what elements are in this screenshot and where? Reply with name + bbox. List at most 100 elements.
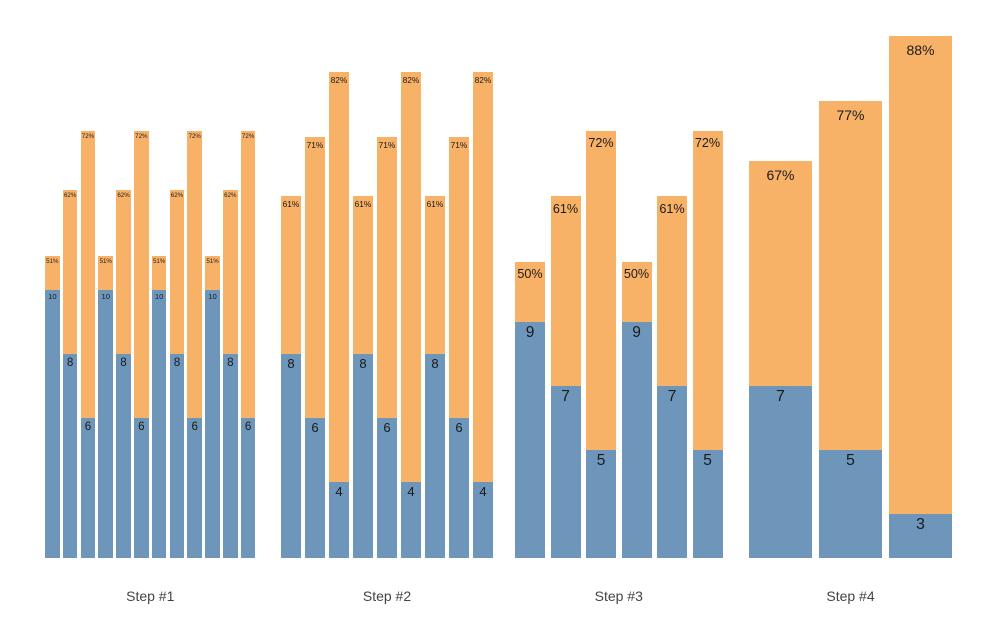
value-label: 10 bbox=[48, 292, 57, 301]
stacked-bar: 62% 8 bbox=[169, 190, 185, 558]
stacked-bar: 82% 4 bbox=[473, 71, 493, 558]
value-label: 9 bbox=[632, 324, 641, 341]
base-segment bbox=[819, 450, 882, 558]
pct-label: 51% bbox=[206, 257, 219, 265]
pct-label: 82% bbox=[330, 74, 348, 85]
pct-label: 82% bbox=[402, 74, 420, 85]
value-label: 5 bbox=[596, 452, 606, 469]
base-segment bbox=[377, 418, 397, 558]
base-segment bbox=[515, 322, 545, 558]
pct-label: 82% bbox=[474, 74, 492, 85]
pct-label: 62% bbox=[63, 192, 77, 200]
base-segment bbox=[305, 418, 325, 558]
base-segment bbox=[169, 354, 185, 558]
base-segment bbox=[657, 386, 687, 558]
value-label: 3 bbox=[916, 516, 925, 533]
pct-label: 72% bbox=[694, 136, 721, 151]
base-segment bbox=[401, 482, 421, 558]
base-segment bbox=[62, 354, 78, 558]
value-label: 8 bbox=[227, 356, 234, 369]
base-segment bbox=[205, 290, 220, 558]
stacked-bar: 51% 10 bbox=[45, 255, 60, 558]
value-label: 4 bbox=[407, 484, 415, 499]
base-segment bbox=[151, 290, 167, 558]
pct-label: 61% bbox=[282, 199, 300, 210]
base-segment bbox=[223, 354, 238, 558]
pct-label: 71% bbox=[450, 140, 468, 151]
stacked-bar: 72% 6 bbox=[134, 131, 149, 558]
value-label: 8 bbox=[359, 356, 367, 371]
base-segment bbox=[45, 290, 60, 558]
value-label: 4 bbox=[335, 484, 343, 499]
base-segment bbox=[473, 482, 493, 558]
value-label: 6 bbox=[383, 420, 391, 435]
stacked-bar: 50% 9 bbox=[621, 261, 652, 558]
group-label: Step #1 bbox=[126, 588, 175, 604]
pct-label: 51% bbox=[99, 257, 112, 265]
stacked-bar: 61% 7 bbox=[550, 196, 581, 558]
base-segment bbox=[425, 354, 445, 558]
value-label: 4 bbox=[479, 484, 487, 499]
pct-label: 62% bbox=[224, 192, 237, 200]
stacked-bar: 61% 7 bbox=[657, 196, 687, 558]
value-label: 8 bbox=[173, 356, 181, 369]
base-segment bbox=[98, 290, 114, 558]
base-segment bbox=[329, 482, 349, 558]
base-segment bbox=[621, 322, 652, 558]
value-label: 8 bbox=[287, 356, 295, 371]
base-segment bbox=[692, 450, 723, 558]
base-segment bbox=[449, 418, 469, 558]
value-label: 6 bbox=[244, 420, 252, 433]
stacked-bar: 62% 8 bbox=[62, 190, 78, 558]
stacked-bar: 72% 5 bbox=[692, 131, 723, 558]
value-label: 6 bbox=[84, 420, 92, 433]
base-segment bbox=[134, 418, 149, 558]
pct-label: 67% bbox=[766, 166, 795, 183]
value-label: 5 bbox=[703, 452, 712, 469]
stacked-bar: 61% 8 bbox=[425, 196, 445, 558]
stacked-bar: 61% 8 bbox=[281, 196, 301, 558]
pct-label: 72% bbox=[588, 136, 614, 151]
stacked-bar: 62% 8 bbox=[223, 190, 238, 558]
stacked-bar: 50% 9 bbox=[515, 261, 545, 558]
group-label: Step #4 bbox=[826, 588, 875, 604]
value-label: 6 bbox=[311, 420, 319, 435]
stacked-bar: 51% 10 bbox=[98, 255, 114, 558]
pct-label: 72% bbox=[135, 133, 148, 141]
stacked-bar: 88% 3 bbox=[889, 36, 952, 558]
base-segment bbox=[80, 418, 96, 558]
base-segment bbox=[353, 354, 373, 558]
pct-label: 50% bbox=[623, 266, 650, 281]
stacked-bar: 71% 6 bbox=[377, 136, 397, 558]
value-label: 10 bbox=[154, 292, 164, 301]
group-label: Step #2 bbox=[362, 588, 412, 604]
stacked-bar: 71% 6 bbox=[305, 136, 325, 558]
pct-label: 50% bbox=[517, 266, 543, 281]
stacked-bar: 72% 5 bbox=[586, 131, 616, 558]
stacked-bar: 51% 10 bbox=[205, 255, 220, 558]
stacked-bar: 77% 5 bbox=[819, 101, 882, 558]
stacked-bar: 71% 6 bbox=[449, 136, 469, 558]
value-label: 7 bbox=[667, 388, 677, 405]
pct-label: 61% bbox=[659, 201, 685, 216]
pct-label: 72% bbox=[81, 133, 95, 141]
base-segment bbox=[550, 386, 581, 558]
pct-label: 51% bbox=[46, 257, 59, 265]
value-label: 10 bbox=[208, 292, 217, 301]
stacked-bar: 67% 7 bbox=[749, 160, 812, 558]
value-label: 6 bbox=[138, 420, 145, 433]
value-label: 6 bbox=[191, 420, 198, 433]
base-segment bbox=[116, 354, 131, 558]
pct-label: 71% bbox=[306, 140, 324, 151]
pct-label: 51% bbox=[152, 257, 166, 265]
value-label: 6 bbox=[455, 420, 463, 435]
base-segment bbox=[187, 418, 203, 558]
group-label: Step #3 bbox=[594, 588, 643, 604]
pct-label: 61% bbox=[354, 199, 372, 210]
pct-label: 61% bbox=[552, 201, 579, 216]
value-label: 7 bbox=[776, 388, 785, 405]
base-segment bbox=[586, 450, 616, 558]
stacked-bar: 82% 4 bbox=[329, 71, 349, 558]
pct-label: 77% bbox=[836, 107, 865, 124]
